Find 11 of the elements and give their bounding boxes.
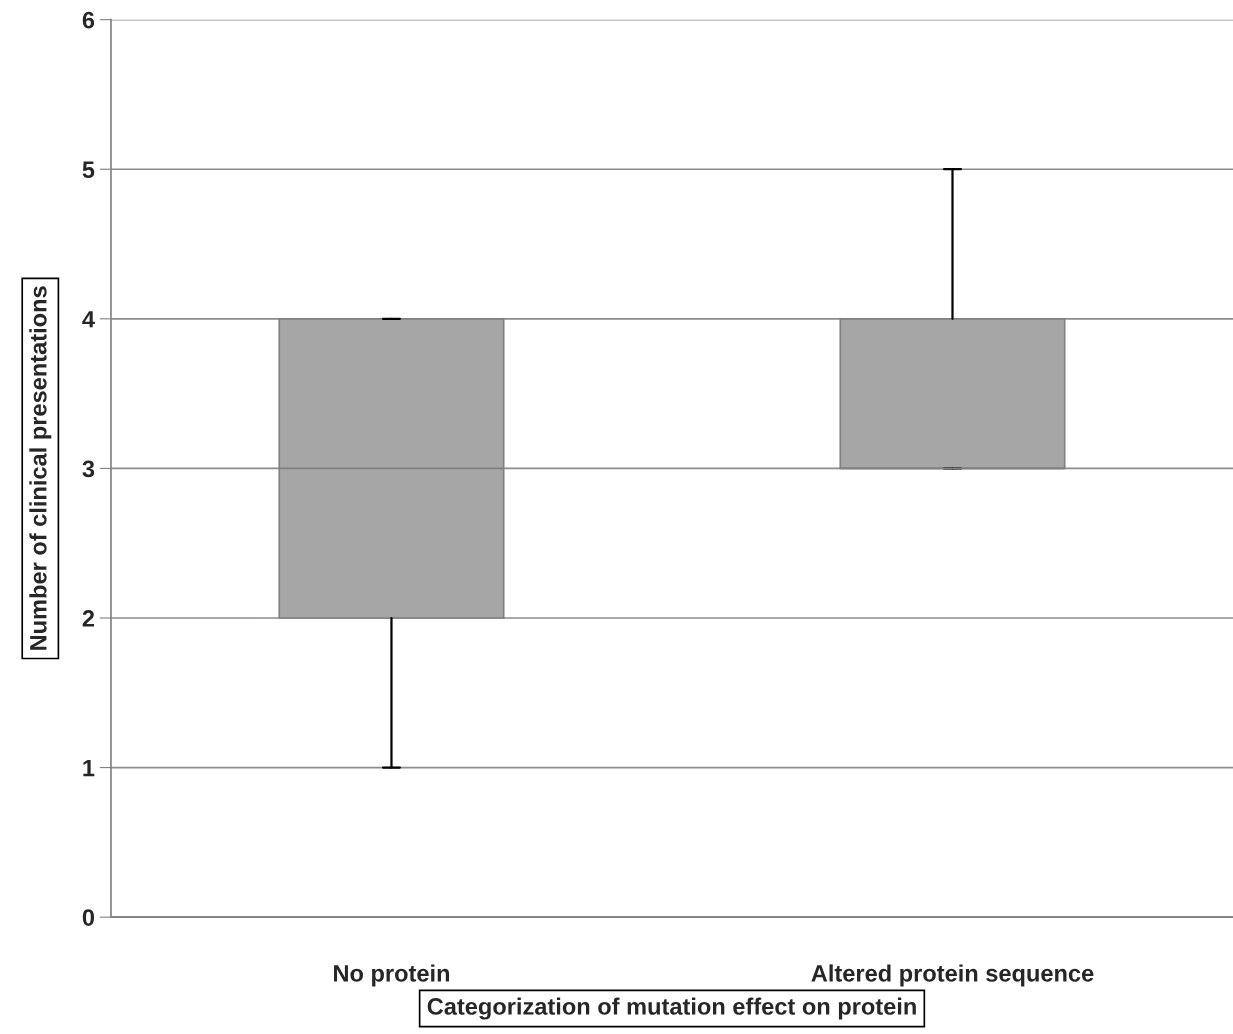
- x-tick-label: Altered protein sequence: [811, 964, 1094, 987]
- y-tick-label: 0: [82, 909, 95, 926]
- y-tick-label: 6: [82, 11, 95, 29]
- y-tick-label: 2: [82, 610, 95, 627]
- y-tick-label: 3: [82, 460, 95, 478]
- y-tick-label: 1: [83, 759, 95, 777]
- x-axis-title: Categorization of mutation effect on protein: [427, 997, 916, 1020]
- y-tick-label: 4: [82, 311, 95, 328]
- x-tick-label: No protein: [334, 964, 450, 987]
- y-axis-title: Number of clinical presentations: [29, 286, 52, 650]
- y-tick-label: 5: [82, 161, 95, 179]
